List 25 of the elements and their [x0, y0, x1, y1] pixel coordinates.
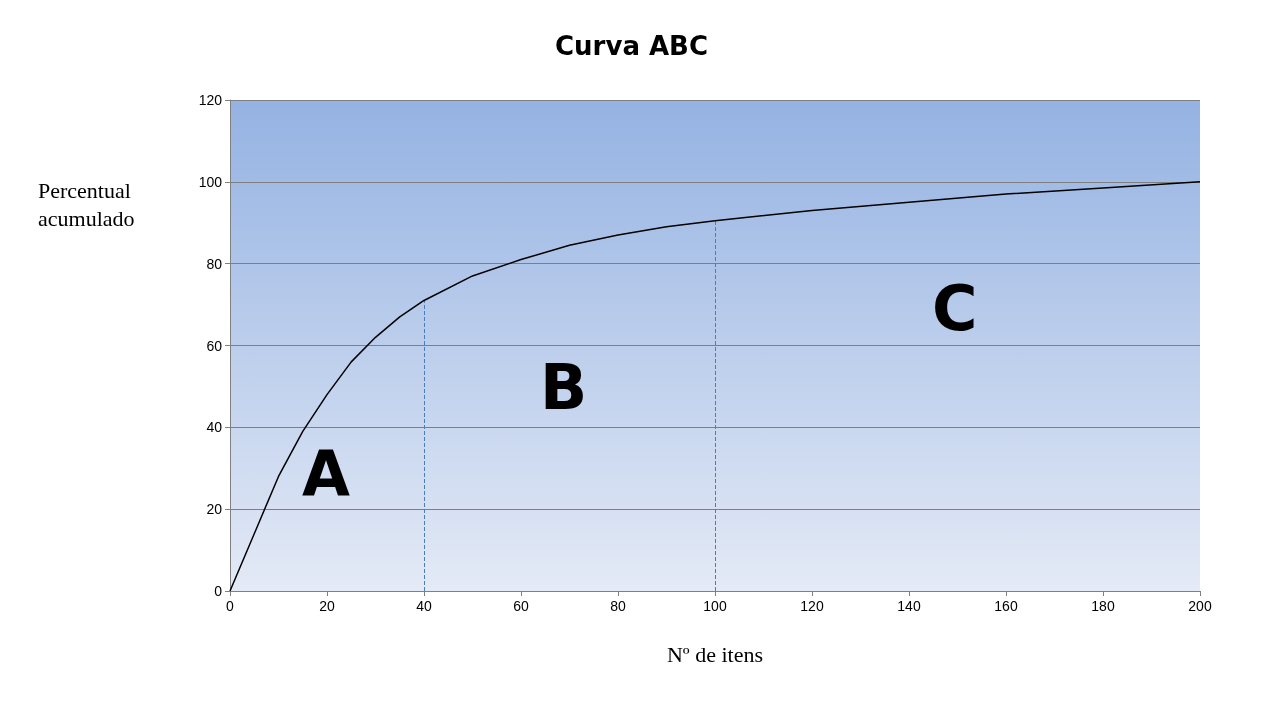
y-tick-label: 80: [206, 255, 223, 272]
x-axis-title: Nº de itens: [666, 641, 764, 667]
y-tick-label: 100: [198, 173, 223, 190]
line-series: [229, 181, 1201, 592]
x-tick-label: 40: [416, 598, 432, 614]
x-tick-label: 100: [703, 598, 727, 614]
annotation: C: [932, 271, 978, 345]
y-tick-label: 60: [206, 337, 223, 354]
y-axis-title: Percentual acumulado: [38, 177, 135, 231]
x-tick-label: 200: [1188, 598, 1212, 614]
y-tick-label: 120: [198, 92, 223, 108]
x-tick-label: 120: [800, 598, 824, 614]
y-tick-label: 0: [214, 583, 223, 599]
x-tick-label: 60: [513, 598, 529, 614]
x-tick-label: 0: [226, 598, 235, 614]
y-tick-label: 40: [206, 419, 223, 436]
annotation: B: [540, 350, 588, 424]
annotation: A: [302, 436, 350, 510]
x-tick-label: 140: [897, 598, 921, 614]
x-tick-label: 160: [994, 598, 1018, 614]
chart-title: Curva ABC: [555, 31, 708, 61]
y-tick-label: 20: [206, 501, 223, 518]
x-tick-label: 180: [1091, 598, 1115, 614]
x-tick-label: 80: [610, 598, 626, 614]
x-tick-label: 20: [319, 598, 335, 614]
